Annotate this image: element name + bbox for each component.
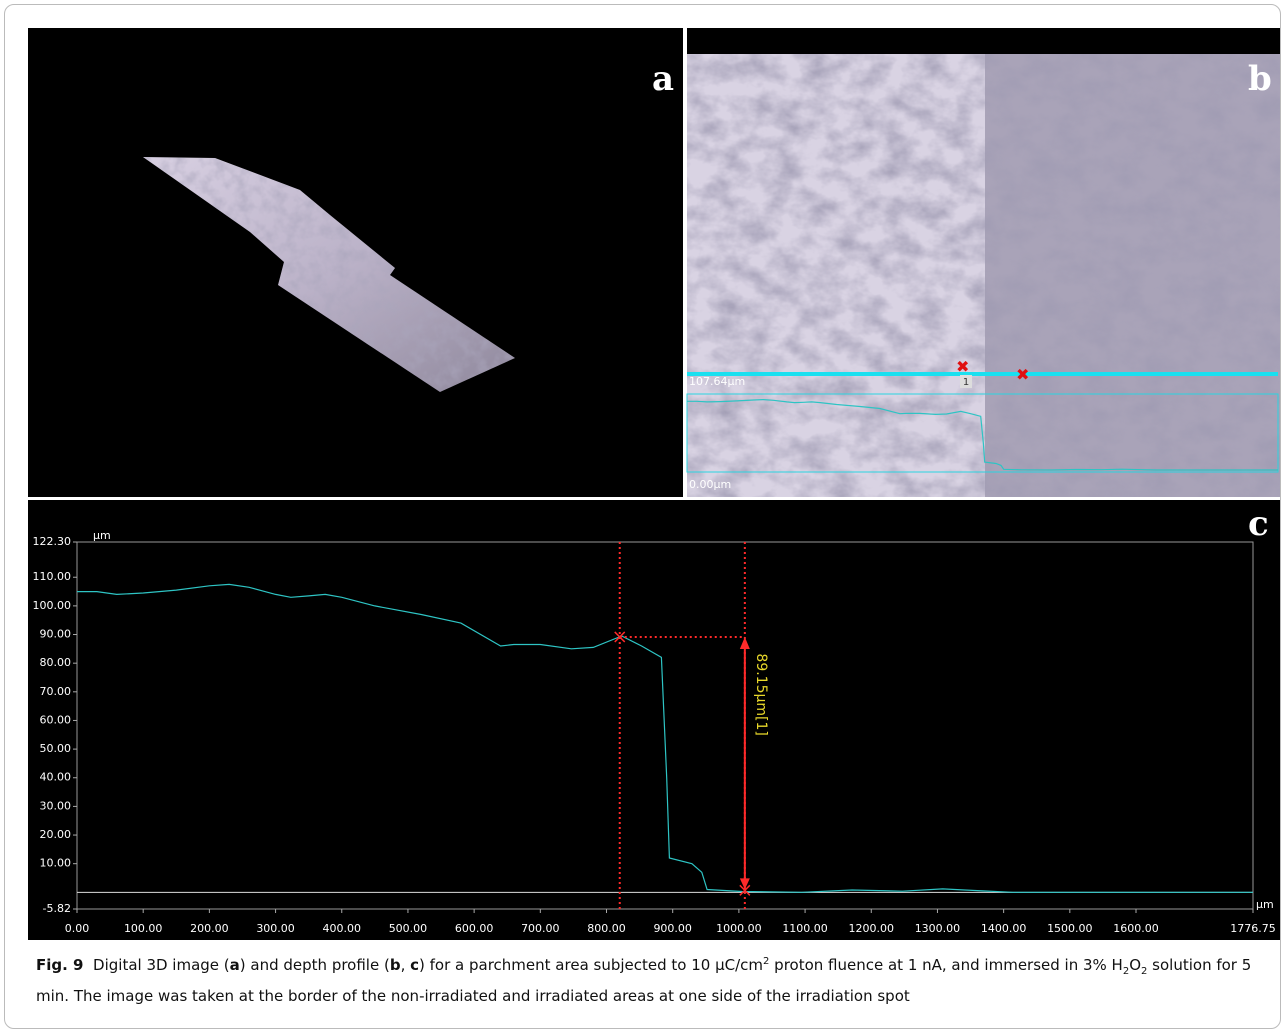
x-tick-label: 1100.00 xyxy=(782,922,828,935)
x-tick-label: 300.00 xyxy=(256,922,295,935)
caption-text: Digital 3D image (a) and depth profile (… xyxy=(36,956,1256,1005)
caption-part: Digital 3D image ( xyxy=(93,956,230,974)
marker-x: ✖ xyxy=(1016,365,1029,384)
caption-part: O xyxy=(1129,956,1141,974)
y-tick-label: 30.00 xyxy=(40,799,72,812)
caption-part: proton fluence at 1 nA, and immersed in … xyxy=(769,956,1122,974)
marker-x: ✖ xyxy=(956,357,969,376)
y-tick-label: 122.30 xyxy=(33,535,72,548)
caption: Fig. 9 Digital 3D image (a) and depth pr… xyxy=(36,950,1276,1008)
y-tick-label: 50.00 xyxy=(40,742,72,755)
x-tick-label: 800.00 xyxy=(587,922,626,935)
scale-label: 0.00µm xyxy=(689,478,731,491)
x-tick-label: 1600.00 xyxy=(1113,922,1159,935)
x-tick-label: 400.00 xyxy=(323,922,362,935)
x-tick-label: 1300.00 xyxy=(915,922,961,935)
x-unit: µm xyxy=(1256,898,1274,911)
caption-label: Fig. 9 xyxy=(36,956,83,974)
page: { "panel_a": {"label": "a"}, "panel_b": … xyxy=(0,0,1285,1033)
micrograph-texture xyxy=(687,54,1280,497)
y-tick-label: 40.00 xyxy=(40,771,72,784)
panel-label: b xyxy=(1248,59,1272,99)
caption-part: ) for a parchment area subjected to 10 µ… xyxy=(419,956,763,974)
y-tick-label: 20.00 xyxy=(40,828,72,841)
y-tick-label: 110.00 xyxy=(33,570,72,583)
x-tick-label: 1000.00 xyxy=(716,922,762,935)
measure-label: 89.15µm[1] xyxy=(753,653,769,735)
y-tick-label: 100.00 xyxy=(33,599,72,612)
y-tick-label: 80.00 xyxy=(40,656,72,669)
caption-part: a xyxy=(230,956,240,974)
y-tick-label: -5.82 xyxy=(43,902,71,915)
y-tick-label: 70.00 xyxy=(40,685,72,698)
x-tick-label: 1776.75 xyxy=(1230,922,1276,935)
caption-part: , xyxy=(401,956,411,974)
x-tick-label: 0.00 xyxy=(65,922,90,935)
x-tick-label: 1400.00 xyxy=(981,922,1027,935)
y-tick-label: 60.00 xyxy=(40,713,72,726)
x-tick-label: 100.00 xyxy=(124,922,163,935)
x-tick-label: 500.00 xyxy=(389,922,428,935)
panel-label: a xyxy=(652,59,674,99)
y-tick-label: 10.00 xyxy=(40,857,72,870)
x-tick-label: 900.00 xyxy=(653,922,692,935)
x-tick-label: 600.00 xyxy=(455,922,494,935)
scale-label: 107.64µm xyxy=(689,375,745,388)
figure: a b ✖ ✖ 1 107.64µm 0.00µm c -5.8210.0020… xyxy=(0,0,1285,945)
y-tick-label: 90.00 xyxy=(40,628,72,641)
caption-part: c xyxy=(410,956,419,974)
x-tick-label: 1500.00 xyxy=(1047,922,1093,935)
x-tick-label: 700.00 xyxy=(521,922,560,935)
panel-label: c xyxy=(1248,504,1269,544)
x-tick-label: 1200.00 xyxy=(849,922,895,935)
x-tick-label: 200.00 xyxy=(190,922,229,935)
caption-part: b xyxy=(390,956,401,974)
panel-c-background xyxy=(28,500,1280,940)
y-unit: µm xyxy=(93,529,111,542)
marker-label: 1 xyxy=(963,377,969,388)
caption-part: ) and depth profile ( xyxy=(240,956,390,974)
